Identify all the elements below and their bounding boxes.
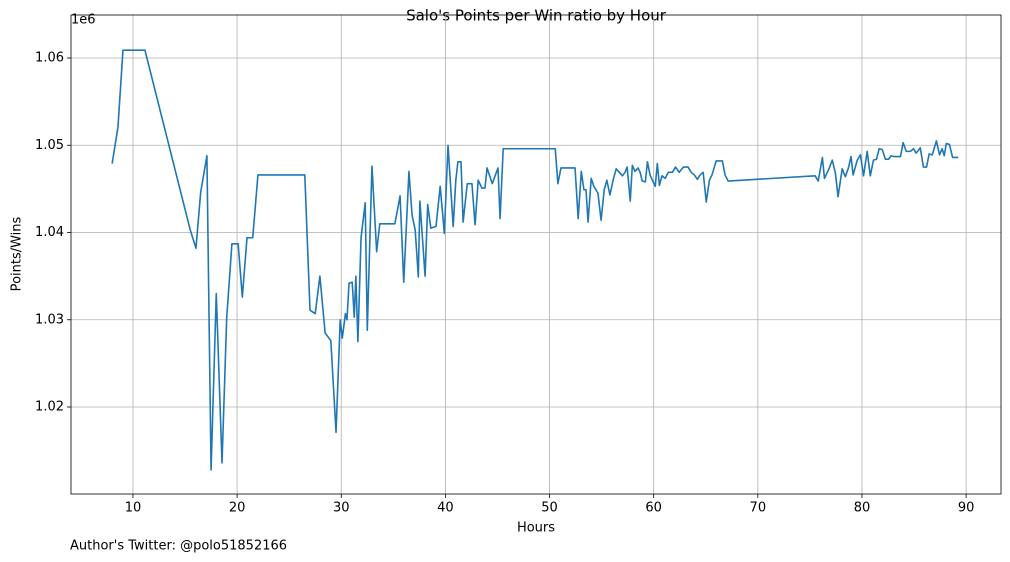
x-tick-label: 60 [645, 501, 662, 516]
y-tick-label: 1.04 [35, 225, 64, 240]
y-tick-label: 1.06 [35, 51, 64, 66]
x-tick-label: 80 [854, 501, 871, 516]
plot-frame [70, 14, 1002, 495]
y-tick-label: 1.05 [35, 138, 64, 153]
x-tick-label: 10 [125, 501, 142, 516]
x-tick-label: 20 [229, 501, 246, 516]
x-tick-label: 30 [333, 501, 350, 516]
x-axis-label: Hours [517, 521, 555, 536]
x-tick-label: 40 [437, 501, 454, 516]
y-offset-label: 1e6 [71, 13, 96, 28]
y-tick-label: 1.02 [35, 400, 64, 415]
x-tick-label: 90 [958, 501, 975, 516]
y-axis-label: Points/Wins [10, 216, 25, 291]
x-tick-label: 50 [541, 501, 558, 516]
x-tick-label: 70 [750, 501, 767, 516]
data-line [111, 49, 959, 471]
y-tick-label: 1.03 [35, 312, 64, 327]
data [111, 49, 959, 471]
footnote: Author's Twitter: @polo51852166 [70, 539, 287, 554]
chart-title: Salo's Points per Win ratio by Hour [406, 7, 667, 25]
